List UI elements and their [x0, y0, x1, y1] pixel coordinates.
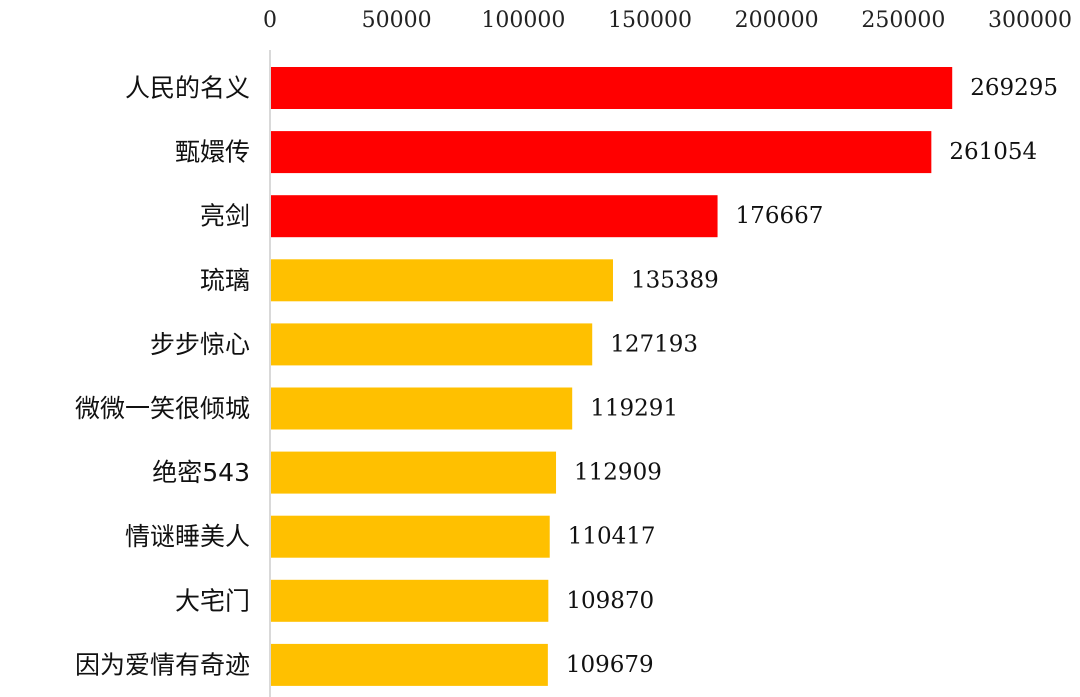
data-label: 176667	[736, 203, 824, 229]
category-label: 亮剑	[200, 202, 250, 231]
bar	[271, 643, 548, 686]
x-tick-label: 250000	[861, 8, 945, 33]
bar	[271, 131, 932, 174]
data-label: 112909	[574, 460, 662, 486]
x-tick-label: 200000	[735, 8, 819, 33]
x-axis-ticks: 0 50000 100000 150000 200000 250000 300000	[263, 8, 1072, 33]
x-tick-label: 100000	[481, 8, 565, 33]
category-label: 微微一笑很倾城	[75, 394, 250, 423]
data-label: 135389	[631, 267, 719, 293]
x-tick-label: 50000	[362, 8, 432, 33]
data-label: 110417	[568, 524, 656, 550]
bar	[271, 451, 557, 494]
category-label: 大宅门	[175, 586, 250, 615]
value-labels: 269295 261054 176667 135389 127193 119291 1129…	[566, 75, 1058, 678]
bar	[271, 387, 573, 430]
data-label: 269295	[970, 75, 1058, 101]
category-label: 步步惊心	[150, 330, 250, 359]
x-tick-label: 150000	[608, 8, 692, 33]
bar	[271, 515, 550, 558]
category-label: 情谜睡美人	[125, 522, 250, 551]
bar	[271, 195, 718, 238]
x-tick-label: 0	[263, 8, 277, 33]
category-label: 绝密543	[152, 458, 250, 487]
data-label: 127193	[610, 331, 698, 357]
data-label: 119291	[590, 396, 678, 422]
category-label: 甄嬛传	[175, 138, 250, 167]
bar	[271, 579, 549, 622]
category-label: 琉璃	[200, 266, 250, 295]
data-label: 109679	[566, 652, 654, 678]
bar	[271, 67, 953, 109]
category-label: 人民的名义	[125, 74, 250, 103]
bar	[271, 259, 613, 302]
bars	[271, 67, 953, 686]
category-label: 因为爱情有奇迹	[75, 650, 250, 679]
bar	[271, 323, 593, 366]
data-label: 109870	[566, 588, 654, 614]
x-tick-label: 300000	[988, 8, 1072, 33]
data-label: 261054	[949, 139, 1037, 165]
